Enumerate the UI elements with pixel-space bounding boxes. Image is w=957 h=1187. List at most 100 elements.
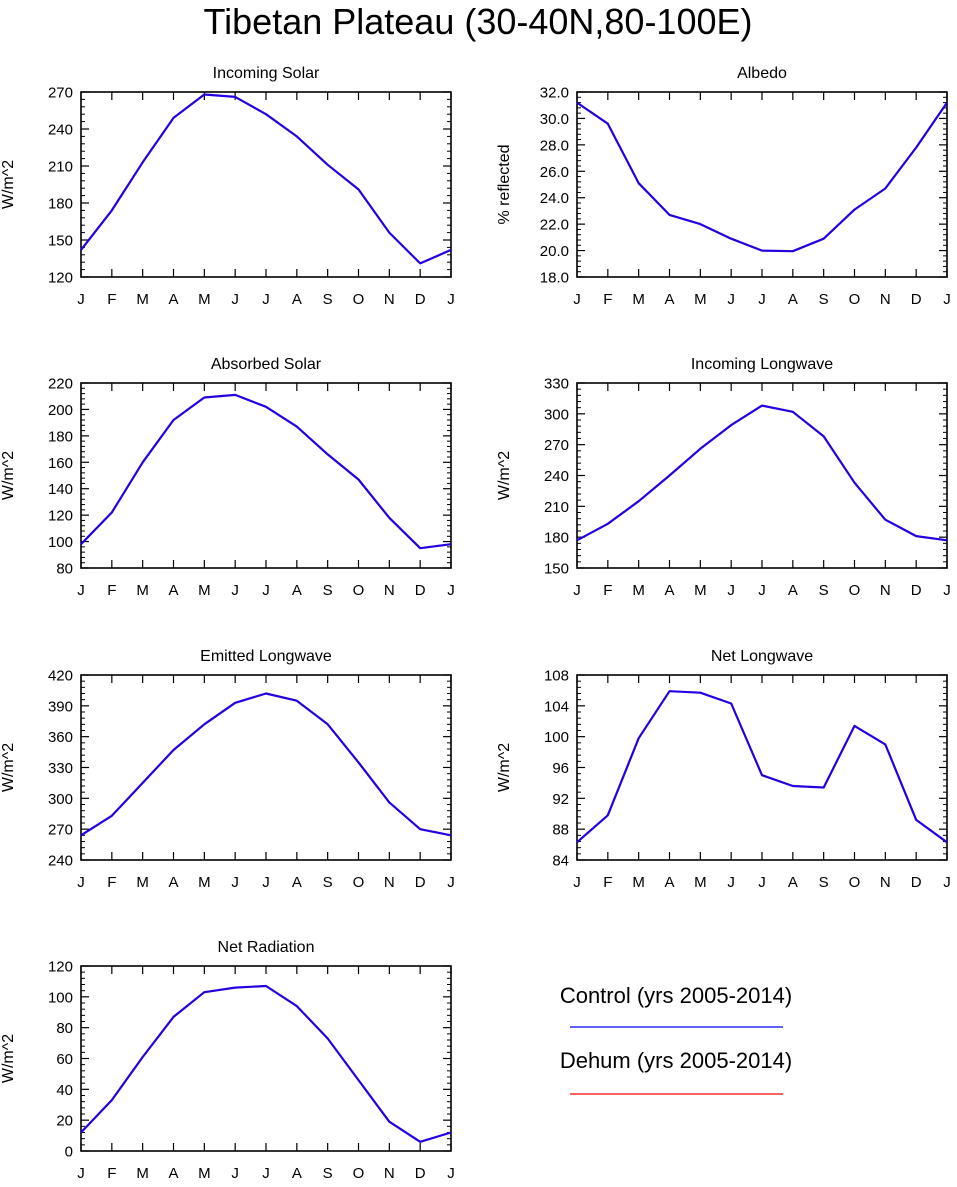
y-tick-label: 240 (544, 468, 569, 485)
y-tick-label: 80 (56, 1020, 73, 1037)
x-tick-label: J (943, 874, 951, 891)
x-tick-label: A (664, 874, 674, 891)
x-tick-label: F (603, 874, 612, 891)
legend-label-dehum: Dehum (yrs 2005-2014) (560, 1048, 792, 1073)
y-tick-label: 180 (544, 530, 569, 547)
x-tick-label: J (758, 582, 766, 599)
y-tick-label: 220 (48, 376, 73, 393)
x-tick-label: M (136, 291, 149, 308)
y-tick-label: 240 (48, 853, 73, 870)
x-tick-label: A (168, 874, 178, 891)
x-tick-label: A (788, 582, 798, 599)
x-tick-label: M (632, 582, 645, 599)
x-tick-label: N (384, 1165, 395, 1182)
y-axis-label: W/m^2 (0, 451, 17, 500)
x-tick-label: O (353, 874, 365, 891)
legend-label-control: Control (yrs 2005-2014) (560, 983, 792, 1008)
panel-title: Incoming Solar (213, 65, 320, 82)
series-line (576, 101, 948, 253)
y-tick-label: 120 (48, 508, 73, 525)
x-tick-label: D (415, 291, 426, 308)
x-tick-label: A (168, 582, 178, 599)
panel-4: J F M A M J J A S O N D J150180210240270300330Incomi… (496, 356, 951, 599)
x-tick-label: F (107, 874, 116, 891)
y-tick-label: 150 (48, 233, 73, 250)
figure-title: Tibetan Plateau (30-40N,80-100E) (204, 1, 753, 42)
x-tick-label: A (788, 291, 798, 308)
x-tick-label: N (880, 582, 891, 599)
x-tick-label: A (292, 874, 302, 891)
x-tick-label: O (353, 291, 365, 308)
plot-frame (80, 965, 452, 1152)
x-tick-label: J (231, 582, 239, 599)
y-tick-label: 28.0 (540, 137, 569, 154)
x-tick-label: J (758, 291, 766, 308)
x-tick-label: J (943, 582, 951, 599)
y-axis-label: W/m^2 (0, 1034, 17, 1083)
y-axis-label: W/m^2 (0, 743, 17, 792)
x-tick-label: A (292, 291, 302, 308)
y-tick-label: 100 (544, 729, 569, 746)
y-tick-label: 180 (48, 428, 73, 445)
x-tick-label: A (292, 582, 302, 599)
x-tick-label: J (77, 1165, 85, 1182)
panel-5: J F M A M J J A S O N D J240270300330360390420Emitte… (0, 648, 455, 891)
x-tick-label: J (231, 291, 239, 308)
y-tick-label: 22.0 (540, 217, 569, 234)
y-tick-label: 210 (48, 159, 73, 176)
x-tick-label: O (849, 874, 861, 891)
y-tick-label: 270 (48, 85, 73, 102)
x-tick-label: D (911, 582, 922, 599)
x-tick-label: M (694, 874, 707, 891)
y-tick-label: 100 (48, 534, 73, 551)
x-tick-label: S (819, 291, 829, 308)
y-tick-label: 60 (56, 1051, 73, 1068)
x-tick-label: A (664, 582, 674, 599)
panel-title: Emitted Longwave (200, 648, 332, 665)
x-tick-label: A (292, 1165, 302, 1182)
panels: J F M A M J J A S O N D J 120 150 180 210 240 270 Incoming … (0, 65, 951, 1182)
plot-frame (80, 382, 452, 569)
x-tick-label: J (77, 582, 85, 599)
y-tick-label: 120 (48, 959, 73, 976)
y-tick-label: 80 (56, 561, 73, 578)
x-tick-label: J (727, 291, 735, 308)
legend: Control (yrs 2005-2014) Dehum (yrs 2005-… (560, 983, 792, 1095)
x-tick-label: A (168, 1165, 178, 1182)
y-tick-label: 210 (544, 499, 569, 516)
y-tick-label: 88 (552, 822, 569, 839)
panel-title: Albedo (737, 65, 787, 82)
y-tick-label: 160 (48, 455, 73, 472)
x-tick-label: J (758, 874, 766, 891)
y-tick-label: 200 (48, 402, 73, 419)
y-tick-label: 120 (48, 270, 73, 287)
y-tick-label: 0 (65, 1144, 73, 1161)
x-tick-label: S (323, 1165, 333, 1182)
y-tick-label: 40 (56, 1082, 73, 1099)
panel-title: Net Radiation (218, 939, 315, 956)
plot-frame (80, 674, 452, 861)
x-tick-label: S (323, 582, 333, 599)
x-tick-label: F (107, 582, 116, 599)
y-tick-label: 390 (48, 698, 73, 715)
x-tick-label: F (107, 1165, 116, 1182)
x-tick-label: M (198, 874, 211, 891)
x-tick-label: J (727, 582, 735, 599)
x-tick-label: J (231, 1165, 239, 1182)
y-axis-label: W/m^2 (0, 160, 17, 209)
x-tick-label: O (353, 1165, 365, 1182)
y-tick-label: 360 (48, 729, 73, 746)
x-tick-label: J (447, 582, 455, 599)
y-tick-label: 20 (56, 1113, 73, 1130)
x-tick-label: D (415, 874, 426, 891)
y-axis-label: W/m^2 (496, 743, 513, 792)
x-tick-label: J (573, 874, 581, 891)
series-line (80, 692, 452, 837)
y-tick-label: 30.0 (540, 111, 569, 128)
x-tick-label: J (231, 874, 239, 891)
series-line (576, 404, 948, 542)
y-axis-label: W/m^2 (496, 451, 513, 500)
x-tick-label: J (447, 874, 455, 891)
x-tick-label: J (262, 874, 270, 891)
